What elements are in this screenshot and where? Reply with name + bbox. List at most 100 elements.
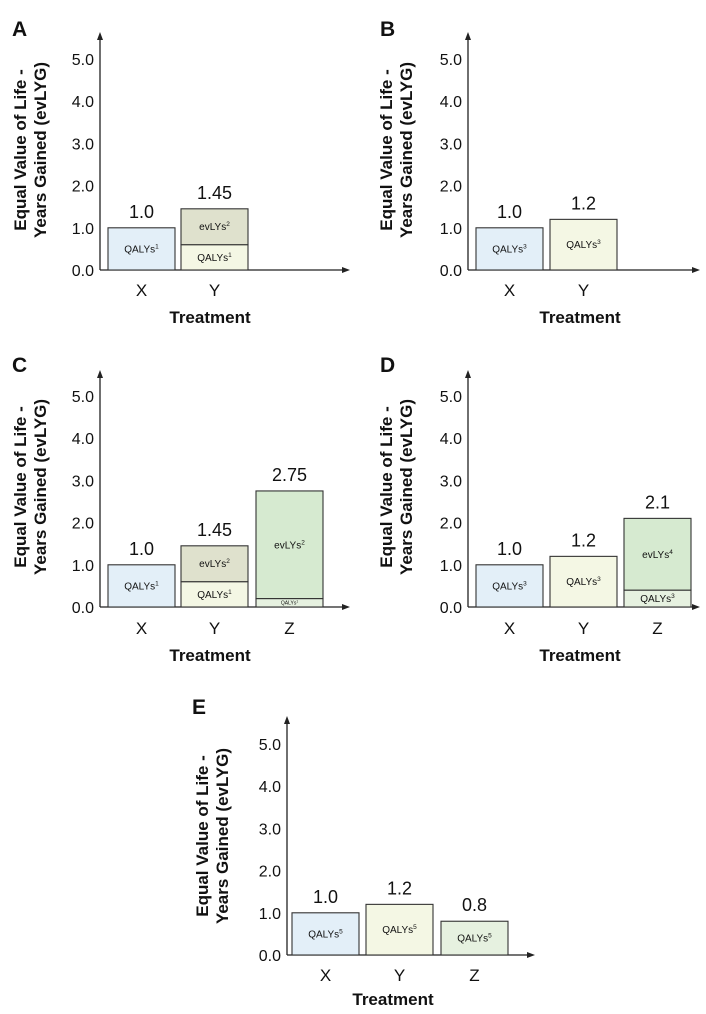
y-tick-label: 0.0	[259, 948, 281, 965]
bar-segment	[549, 218, 618, 271]
panel-label: E	[192, 696, 206, 719]
bar-segment	[549, 555, 618, 608]
y-axis-label: Years Gained (evLYG)	[397, 62, 416, 238]
segment-label: QALYs5	[308, 928, 343, 940]
y-axis-label: Years Gained (evLYG)	[397, 399, 416, 575]
y-tick-label: 4.0	[440, 94, 462, 111]
panel-b: B Equal Value of Life - Years Gained (evLY…	[377, 18, 700, 327]
y-tick-label: 2.0	[259, 864, 281, 881]
segment-label: evLYs2	[199, 221, 230, 233]
y-tick-label: 5.0	[440, 389, 462, 406]
segment-label: QALYs3	[640, 593, 675, 605]
x-tick-label: Y	[578, 619, 589, 638]
x-tick-label: X	[136, 281, 147, 300]
y-axis-arrow	[284, 716, 290, 724]
x-tick-label: Y	[209, 619, 220, 638]
y-tick-label: 1.0	[440, 558, 462, 575]
y-axis-label: Years Gained (evLYG)	[213, 748, 232, 924]
bar-segment	[180, 208, 249, 246]
x-tick-label: X	[320, 966, 331, 985]
panel-label: D	[380, 354, 395, 377]
segment-label: QALYs1	[124, 243, 159, 255]
segment-label: QALYs1	[197, 589, 232, 601]
y-axis-arrow	[465, 370, 471, 378]
bar-segment	[107, 564, 176, 608]
y-axis-label: Years Gained (evLYG)	[31, 62, 50, 238]
y-tick-label: 1.0	[72, 221, 94, 238]
x-axis-arrow	[527, 952, 535, 958]
y-tick-label: 5.0	[72, 389, 94, 406]
panel-label: A	[12, 18, 27, 41]
y-axis-label: Equal Value of Life -	[11, 406, 30, 568]
x-axis-label: Treatment	[539, 308, 621, 327]
segment-label: QALYs3	[566, 576, 601, 588]
y-tick-label: 2.0	[440, 179, 462, 196]
y-axis-arrow	[97, 370, 103, 378]
y-axis-label: Years Gained (evLYG)	[31, 399, 50, 575]
bar-total-label: 1.0	[497, 202, 522, 222]
y-tick-label: 0.0	[440, 263, 462, 280]
panel-d: D Equal Value of Life - Years Gained (evLY…	[377, 354, 700, 665]
bar-total-label: 1.0	[129, 202, 154, 222]
bar-total-label: 1.45	[197, 183, 232, 203]
y-tick-label: 4.0	[259, 779, 281, 796]
bar-total-label: 1.45	[197, 520, 232, 540]
y-tick-label: 0.0	[72, 600, 94, 617]
segment-label: evLYs2	[274, 539, 305, 551]
bar-segment	[623, 517, 692, 591]
y-tick-label: 3.0	[440, 136, 462, 153]
panel-e: E Equal Value of Life - Years Gained (evLY…	[192, 696, 535, 1009]
y-axis-label: Equal Value of Life -	[377, 406, 396, 568]
x-axis-label: Treatment	[539, 646, 621, 665]
y-axis-label: Equal Value of Life -	[193, 755, 212, 917]
panel-a: A Equal Value of Life - Years Gained (evLY…	[11, 18, 350, 327]
bar-total-label: 2.75	[272, 465, 307, 485]
segment-label: QALYs3	[566, 239, 601, 251]
bar-segment	[365, 903, 434, 956]
x-axis-arrow	[692, 267, 700, 273]
segment-label: QALYs3	[492, 580, 527, 592]
y-tick-label: 5.0	[259, 737, 281, 754]
y-tick-label: 0.0	[440, 600, 462, 617]
x-axis-label: Treatment	[352, 990, 434, 1009]
y-tick-label: 1.0	[259, 906, 281, 923]
y-tick-label: 5.0	[440, 52, 462, 69]
bar-total-label: 1.2	[387, 878, 412, 898]
y-axis-label: Equal Value of Life -	[11, 69, 30, 231]
bar-total-label: 1.0	[129, 539, 154, 559]
y-tick-label: 3.0	[72, 136, 94, 153]
bar-total-label: 1.0	[497, 539, 522, 559]
segment-label: QALYs1	[281, 600, 298, 607]
bar-total-label: 1.0	[313, 887, 338, 907]
bar-segment	[291, 912, 360, 956]
x-tick-label: X	[504, 281, 515, 300]
bar-segment	[180, 545, 249, 583]
bar-total-label: 1.2	[571, 530, 596, 550]
segment-label: QALYs3	[492, 243, 527, 255]
bar-total-label: 0.8	[462, 895, 487, 915]
y-tick-label: 4.0	[72, 94, 94, 111]
y-tick-label: 3.0	[72, 473, 94, 490]
y-axis-arrow	[97, 32, 103, 40]
panel-label: B	[380, 18, 395, 41]
segment-label: QALYs5	[382, 924, 417, 936]
bar-segment	[107, 227, 176, 271]
x-tick-label: Z	[652, 619, 662, 638]
y-tick-label: 3.0	[440, 473, 462, 490]
y-axis-arrow	[465, 32, 471, 40]
y-tick-label: 3.0	[259, 821, 281, 838]
bar-segment	[440, 920, 509, 956]
x-tick-label: X	[504, 619, 515, 638]
y-tick-label: 1.0	[72, 558, 94, 575]
bar-total-label: 1.2	[571, 193, 596, 213]
panel-label: C	[12, 354, 27, 377]
x-axis-arrow	[342, 604, 350, 610]
segment-label: QALYs5	[457, 933, 492, 945]
y-tick-label: 0.0	[72, 263, 94, 280]
x-tick-label: X	[136, 619, 147, 638]
panel-c: C Equal Value of Life - Years Gained (evLY…	[11, 354, 350, 665]
y-tick-label: 4.0	[72, 431, 94, 448]
x-tick-label: Y	[578, 281, 589, 300]
